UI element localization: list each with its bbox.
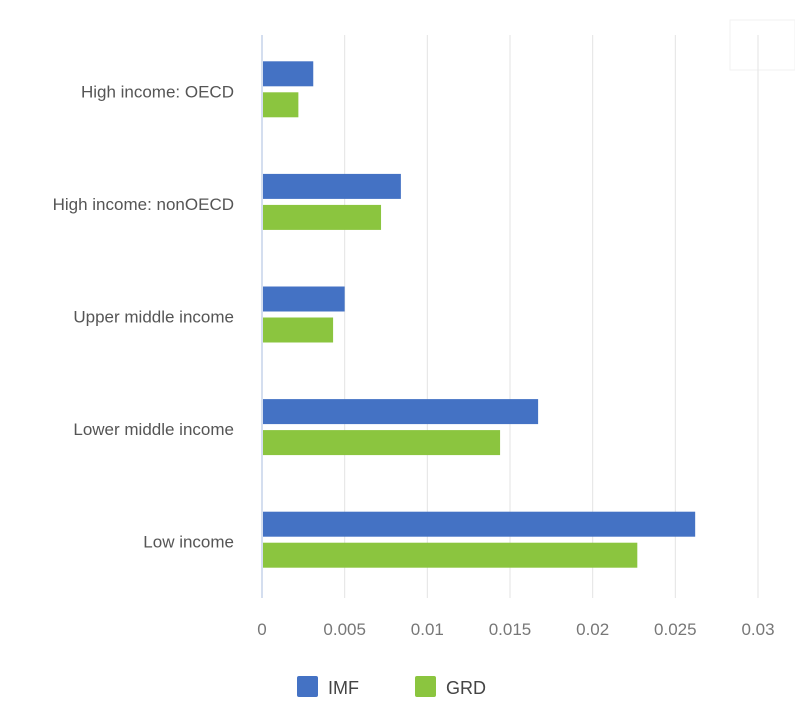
legend-swatch-imf (297, 676, 318, 697)
legend-label: GRD (446, 678, 486, 698)
bar-grd (263, 204, 382, 230)
y-category-label: High income: nonOECD (53, 195, 234, 214)
bar-imf (263, 173, 401, 199)
x-tick-label: 0.03 (741, 620, 774, 639)
y-category-label: Lower middle income (73, 420, 234, 439)
bar-grd (263, 92, 299, 118)
bar-imf (263, 399, 539, 425)
bar-imf (263, 286, 345, 312)
x-tick-label: 0.005 (323, 620, 366, 639)
bar-grd (263, 430, 501, 456)
bar-grd (263, 542, 638, 568)
x-tick-label: 0 (257, 620, 266, 639)
y-category-label: Low income (143, 533, 234, 552)
y-category-label: Upper middle income (73, 308, 234, 327)
bar-grd (263, 317, 334, 343)
x-tick-label: 0.01 (411, 620, 444, 639)
x-tick-label: 0.02 (576, 620, 609, 639)
y-category-label: High income: OECD (81, 82, 234, 101)
legend-label: IMF (328, 678, 359, 698)
x-tick-label: 0.025 (654, 620, 697, 639)
bar-imf (263, 61, 314, 87)
corner-box (729, 19, 795, 71)
bar-imf (263, 511, 696, 537)
x-tick-label: 0.015 (489, 620, 532, 639)
legend-swatch-grd (415, 676, 436, 697)
